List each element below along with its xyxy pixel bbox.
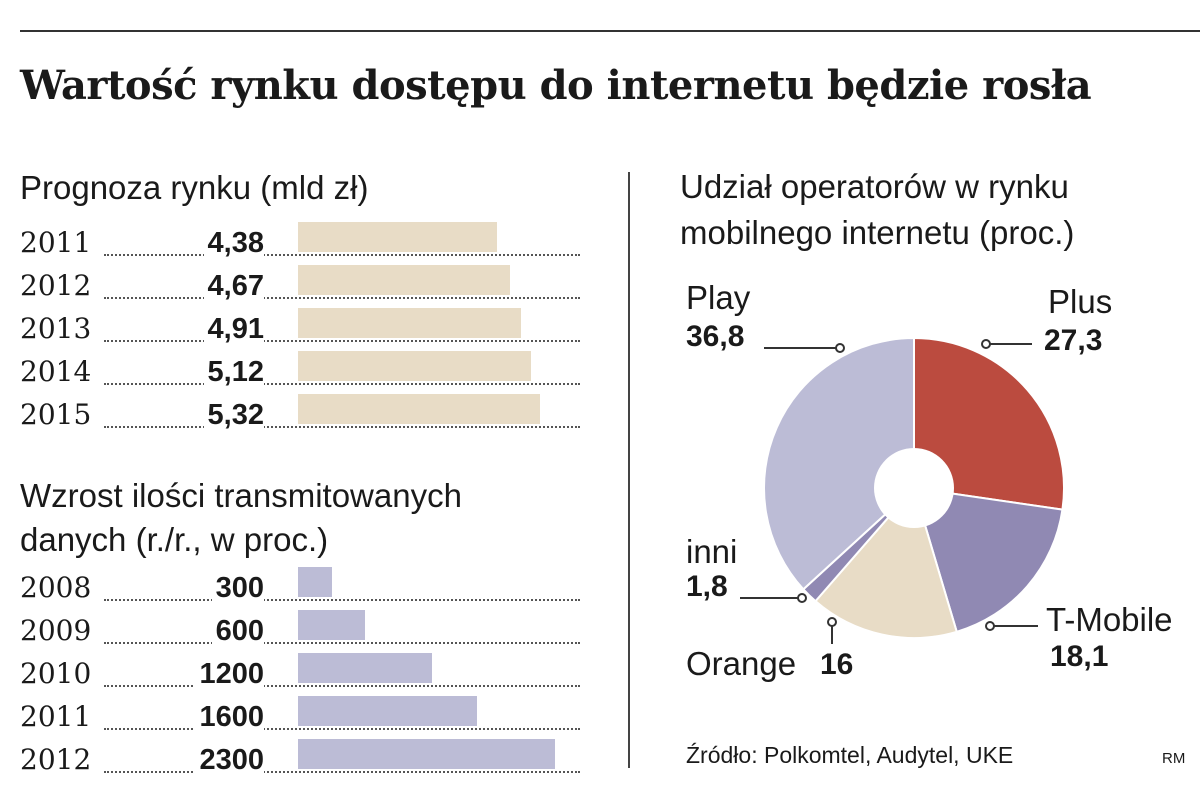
growth-leader-dots — [104, 728, 580, 730]
forecast-value-label: 5,32 — [203, 398, 264, 432]
forecast-bar-2011 — [298, 222, 497, 252]
growth-bar-2012 — [298, 739, 555, 769]
pie-center-hole — [874, 448, 954, 528]
forecast-bar-2012 — [298, 265, 510, 295]
growth-row-2010: 2010 1200 — [20, 653, 580, 691]
forecast-year-label: 2011 — [20, 226, 94, 260]
forecast-leader-dots — [104, 340, 580, 342]
column-divider — [628, 172, 630, 768]
growth-row-2008: 2008 300 — [20, 567, 580, 605]
pie-value-tmobile: 18,1 — [1050, 640, 1109, 673]
growth-value-label: 600 — [211, 614, 264, 648]
forecast-year-label: 2013 — [20, 312, 94, 346]
pie-label-plus: Plus — [1048, 283, 1113, 320]
pie-label-inni: inni — [686, 533, 738, 570]
author-credit: RM — [1162, 750, 1186, 767]
forecast-year-label: 2012 — [20, 269, 94, 303]
growth-bar-2010 — [298, 653, 432, 683]
forecast-leader-dots — [104, 254, 580, 256]
pie-label-tmobile: T-Mobile — [1046, 601, 1173, 638]
source-note: Źródło: Polkomtel, Audytel, UKE — [686, 742, 1014, 768]
pie-value-inni: 1,8 — [686, 570, 728, 603]
pie-title-line2: mobilnego internetu (proc.) — [680, 214, 1075, 251]
growth-value-label: 1200 — [195, 657, 264, 691]
growth-title-line2: danych (r./r., w proc.) — [20, 521, 329, 558]
forecast-leader-dots — [104, 426, 580, 428]
forecast-leader-dots — [104, 383, 580, 385]
pie-slice-t-mobile — [912, 486, 1064, 634]
top-rule — [20, 30, 1200, 32]
forecast-row-2014: 2014 5,12 — [20, 351, 580, 389]
forecast-row-2011: 2011 4,38 — [20, 222, 580, 260]
growth-row-2012: 2012 2300 — [20, 739, 580, 777]
growth-year-label: 2009 — [20, 614, 94, 648]
pie-label-orange: Orange — [686, 645, 797, 682]
growth-leader-dots — [104, 685, 580, 687]
growth-leader-dots — [104, 599, 580, 601]
pie-title-line1: Udział operatorów w rynku — [680, 168, 1069, 205]
leader-dot-inni — [797, 593, 807, 603]
forecast-value-label: 4,38 — [203, 226, 264, 260]
forecast-bar-2013 — [298, 308, 521, 338]
pie-value-play: 36,8 — [686, 320, 745, 353]
growth-year-label: 2008 — [20, 571, 94, 605]
forecast-value-label: 4,67 — [203, 269, 264, 303]
forecast-bar-2014 — [298, 351, 531, 381]
growth-bar-2008 — [298, 567, 332, 597]
leader-dot-play — [835, 343, 845, 353]
pie-value-plus: 27,3 — [1044, 324, 1103, 357]
pie-title: Udział operatorów w rynku mobilnego inte… — [680, 164, 1074, 256]
growth-leader-dots — [104, 771, 580, 773]
growth-value-label: 1600 — [195, 700, 264, 734]
growth-value-label: 300 — [211, 571, 264, 605]
main-title: Wartość rynku dostępu do internetu będzi… — [20, 62, 1092, 109]
growth-value-label: 2300 — [195, 743, 264, 777]
forecast-row-2012: 2012 4,67 — [20, 265, 580, 303]
pie-slice-plus — [913, 336, 1065, 511]
growth-title-line1: Wzrost ilości transmitowanych — [20, 477, 462, 514]
forecast-title: Prognoza rynku (mld zł) — [20, 169, 369, 206]
growth-bar-2009 — [298, 610, 365, 640]
forecast-value-label: 5,12 — [203, 355, 264, 389]
pie-slice-play — [763, 336, 915, 591]
forecast-row-2015: 2015 5,32 — [20, 394, 580, 432]
growth-year-label: 2011 — [20, 700, 94, 734]
forecast-leader-dots — [104, 297, 580, 299]
growth-bar-2011 — [298, 696, 477, 726]
leader-dot-orange — [827, 617, 837, 627]
growth-row-2011: 2011 1600 — [20, 696, 580, 734]
growth-year-label: 2012 — [20, 743, 94, 777]
growth-leader-dots — [104, 642, 580, 644]
forecast-row-2013: 2013 4,91 — [20, 308, 580, 346]
growth-title: Wzrost ilości transmitowanych danych (r.… — [20, 474, 462, 562]
forecast-year-label: 2014 — [20, 355, 94, 389]
pie-label-play: Play — [686, 279, 751, 316]
forecast-bar-2015 — [298, 394, 540, 424]
leader-dot-t-mobile — [985, 621, 995, 631]
operator-share-pie-chart — [740, 336, 1065, 644]
forecast-value-label: 4,91 — [203, 312, 264, 346]
growth-year-label: 2010 — [20, 657, 94, 691]
forecast-year-label: 2015 — [20, 398, 94, 432]
growth-row-2009: 2009 600 — [20, 610, 580, 648]
leader-dot-plus — [981, 339, 991, 349]
pie-value-orange: 16 — [820, 648, 854, 681]
